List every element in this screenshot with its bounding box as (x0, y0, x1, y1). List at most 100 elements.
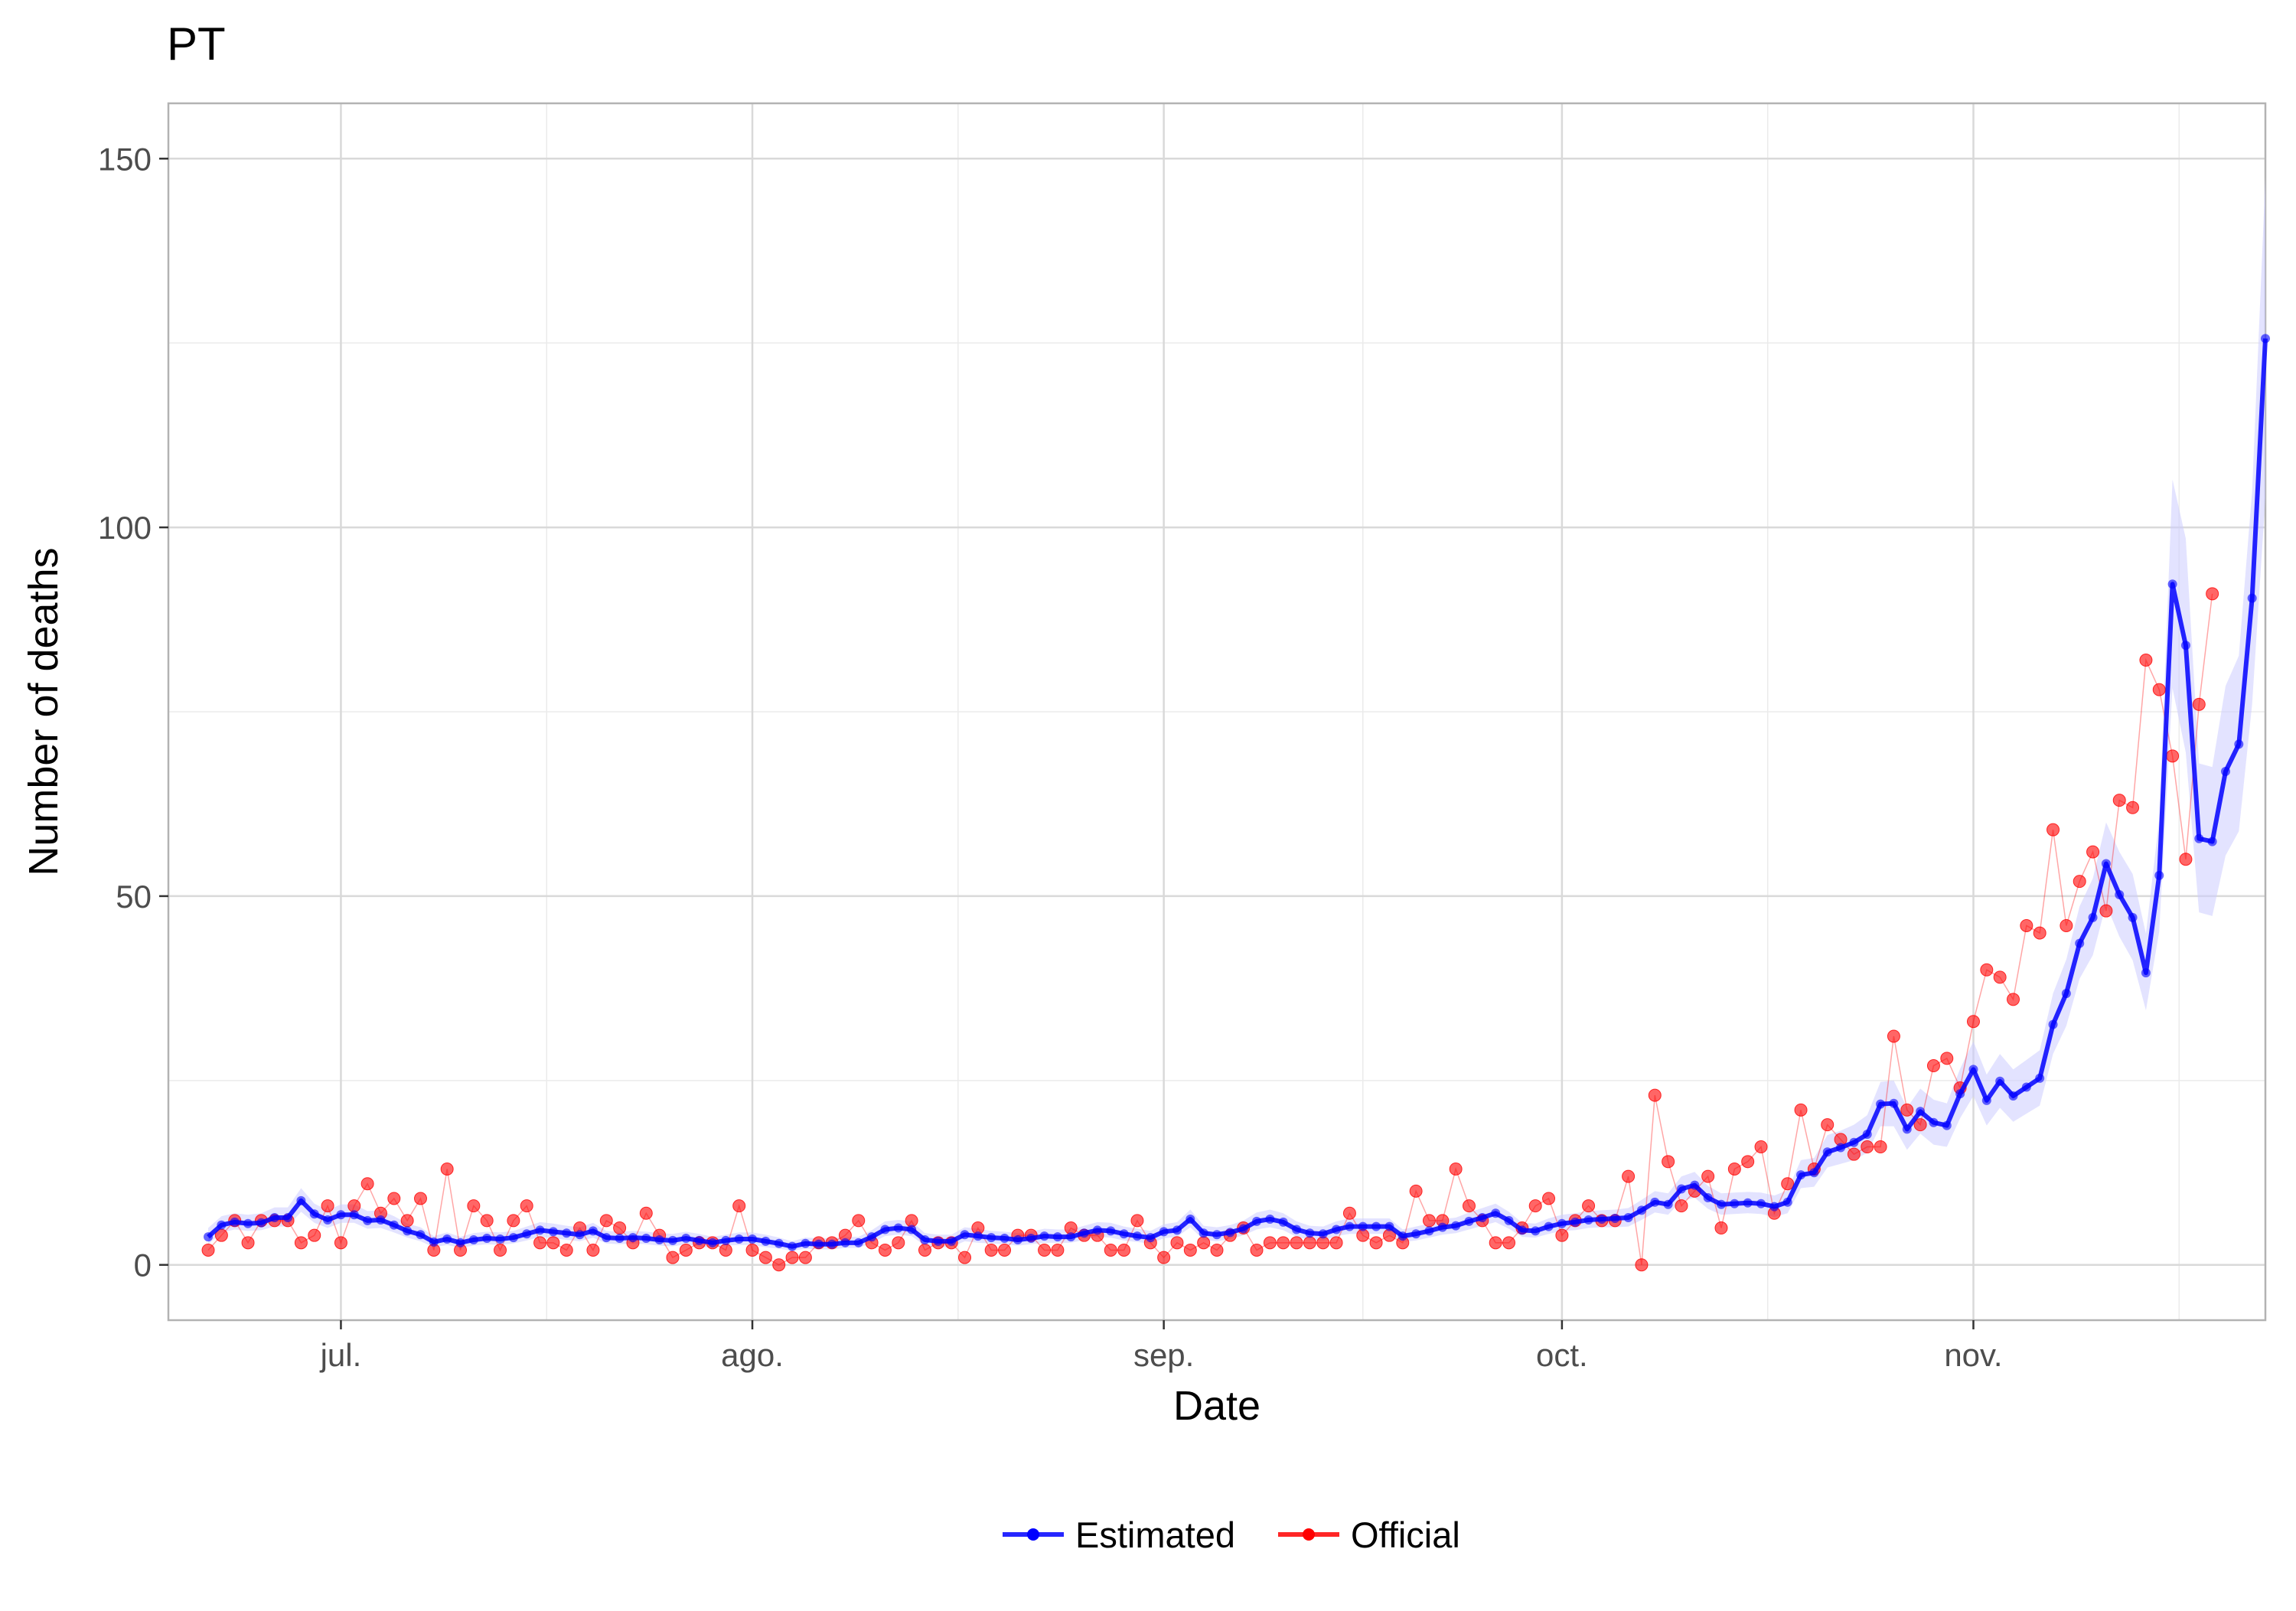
estimated-point (641, 1234, 651, 1244)
estimated-point (269, 1213, 279, 1223)
estimated-point (1955, 1089, 1965, 1099)
estimated-point (1106, 1226, 1116, 1236)
estimated-point (1332, 1225, 1342, 1234)
estimated-point (482, 1234, 492, 1244)
estimated-point (522, 1229, 532, 1239)
estimated-point (1769, 1202, 1779, 1212)
estimated-point (495, 1234, 505, 1244)
official-point (1170, 1236, 1184, 1250)
official-point (533, 1236, 547, 1250)
y-tick-label: 100 (98, 510, 152, 546)
estimated-point (336, 1210, 346, 1220)
estimated-point (230, 1217, 240, 1227)
estimated-point (1278, 1217, 1288, 1227)
estimated-point (2101, 859, 2111, 869)
estimated-point (1743, 1198, 1753, 1208)
official-point (2020, 918, 2033, 932)
official-point (772, 1258, 786, 1272)
estimated-point (1570, 1217, 1580, 1227)
estimated-point (1916, 1107, 1926, 1117)
official-point (1648, 1088, 1662, 1102)
official-point (1555, 1228, 1569, 1242)
official-point (1847, 1147, 1861, 1161)
official-point (1821, 1118, 1835, 1132)
estimated-point (1318, 1229, 1328, 1239)
estimated-point (1052, 1232, 1062, 1242)
series-layer (201, 334, 2270, 1272)
official-point (2073, 875, 2086, 889)
official-point (321, 1199, 334, 1213)
official-point (1701, 1169, 1715, 1183)
estimated-point (827, 1239, 837, 1249)
official-point (1342, 1206, 1356, 1220)
estimated-point (2088, 912, 2098, 922)
official-point (1183, 1243, 1197, 1257)
estimated-point (2061, 989, 2071, 999)
official-point (2060, 918, 2073, 932)
official-point (520, 1199, 533, 1213)
estimated-point (588, 1226, 598, 1236)
x-axis-title: Date (1173, 1383, 1261, 1429)
estimated-point (2167, 579, 2177, 589)
official-point (1449, 1162, 1463, 1176)
estimated-point (2021, 1082, 2031, 1092)
estimated-point (1477, 1213, 1487, 1223)
estimated-point (1517, 1225, 1527, 1235)
estimated-point (1212, 1230, 1221, 1240)
estimated-point (1026, 1234, 1036, 1244)
estimated-point (2220, 767, 2230, 777)
estimated-point (2008, 1091, 2018, 1101)
official-point (1104, 1243, 1117, 1257)
official-point (1290, 1236, 1303, 1250)
estimated-point (1305, 1228, 1315, 1238)
estimated-point (2048, 1019, 2058, 1029)
estimated-point (575, 1230, 585, 1240)
official-point (2152, 683, 2166, 696)
estimated-point (2154, 870, 2164, 880)
official-point (1409, 1184, 1423, 1198)
estimated-point (1623, 1213, 1633, 1223)
estimated-point (1822, 1147, 1832, 1157)
official-point (732, 1199, 746, 1213)
estimated-point (2035, 1073, 2045, 1083)
official-point (2086, 845, 2100, 859)
estimated-point (442, 1234, 452, 1244)
estimated-point (562, 1228, 572, 1238)
official-point (1714, 1221, 1728, 1235)
chart-title: PT (167, 18, 226, 70)
estimated-point (1411, 1229, 1421, 1239)
official-point (480, 1214, 494, 1228)
estimated-point (1079, 1228, 1089, 1238)
axis-layer: 0 50 100 150 jul. ago. sep. oct. nov. (98, 141, 2003, 1373)
official-point (559, 1243, 573, 1257)
estimated-point (1238, 1224, 1248, 1234)
estimated-point (429, 1237, 439, 1247)
x-tick-label: oct. (1536, 1337, 1588, 1373)
official-point (308, 1228, 321, 1242)
estimated-point (1292, 1225, 1302, 1234)
estimated-point (1451, 1221, 1461, 1231)
estimated-point (853, 1238, 863, 1247)
official-point (2139, 654, 2153, 667)
estimated-point (1809, 1168, 1819, 1178)
official-point (785, 1251, 799, 1264)
estimated-point (774, 1238, 784, 1248)
legend-key-point (1303, 1528, 1315, 1541)
estimated-point (1703, 1193, 1713, 1203)
official-point (201, 1243, 215, 1257)
estimated-point (1902, 1124, 1912, 1134)
estimated-point (1968, 1065, 1978, 1075)
estimated-point (1358, 1221, 1368, 1231)
official-point (1303, 1236, 1316, 1250)
estimated-point (2234, 739, 2244, 749)
estimated-point (1186, 1214, 1195, 1224)
estimated-point (788, 1241, 797, 1251)
estimated-point (296, 1195, 306, 1205)
legend-label-official: Official (1351, 1515, 1460, 1555)
official-point (1794, 1103, 1808, 1117)
estimated-point (628, 1233, 638, 1243)
estimated-point (814, 1239, 823, 1249)
official-point (1329, 1236, 1343, 1250)
official-point (2112, 794, 2126, 807)
